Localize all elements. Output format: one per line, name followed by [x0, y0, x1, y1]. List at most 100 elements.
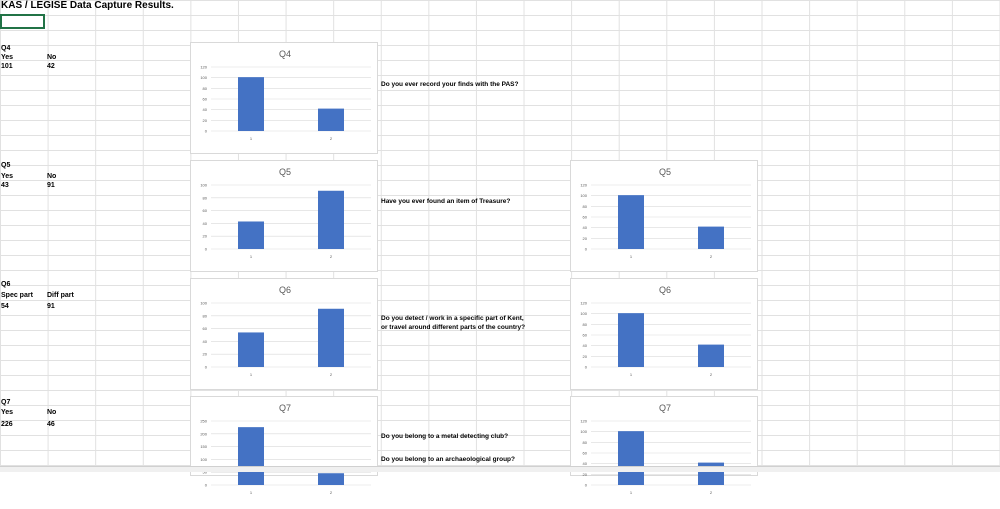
chart-q4-svg: Q4 0 20 40 60 80 100 120 1 2 — [200, 49, 371, 141]
bar — [318, 108, 344, 131]
q4-no-value[interactable]: 42 — [47, 63, 55, 70]
x-tick-label: 2 — [710, 372, 713, 377]
y-tick-label: 0 — [585, 247, 588, 252]
q7-question-arch[interactable]: Do you belong to an archaeological group… — [381, 455, 515, 464]
y-tick-label: 100 — [200, 301, 207, 306]
x-tick-label: 1 — [630, 490, 633, 495]
bar — [238, 221, 264, 249]
chart-q5[interactable]: Q5 0 20 40 60 80 100 1 2 — [190, 160, 378, 272]
bar — [618, 431, 644, 485]
x-tick-label: 2 — [330, 372, 333, 377]
y-tick-label: 0 — [205, 247, 208, 252]
sheet-title[interactable]: KAS / LEGISE Data Capture Results. — [1, 0, 174, 11]
q6-spec-header[interactable]: Spec part — [1, 292, 33, 299]
chart-q6-right-svg: Q6 0 20 40 60 80 100 120 1 2 — [580, 285, 751, 377]
q4-yes-value[interactable]: 101 — [1, 63, 13, 70]
bar — [618, 313, 644, 367]
q7-question-line: Do you belong to an archaeological group… — [381, 456, 515, 463]
y-tick-label: 20 — [583, 354, 588, 359]
chart-q5-right[interactable]: Q5 0 20 40 60 80 100 120 1 2 — [570, 160, 758, 272]
q5-label[interactable]: Q5 — [1, 162, 11, 169]
q4-no-header[interactable]: No — [47, 54, 57, 61]
y-tick-label: 100 — [200, 75, 207, 80]
q7-question-club[interactable]: Do you belong to a metal detecting club? — [381, 432, 508, 441]
y-tick-label: 0 — [585, 365, 588, 370]
q6-diff-value[interactable]: 91 — [47, 303, 55, 310]
y-tick-label: 80 — [203, 195, 208, 200]
selected-cell[interactable] — [0, 14, 45, 29]
chart-q6[interactable]: Q6 0 20 40 60 80 100 1 2 — [190, 278, 378, 390]
y-tick-label: 80 — [583, 204, 588, 209]
y-tick-label: 120 — [580, 183, 587, 188]
chart-q5-right-svg: Q5 0 20 40 60 80 100 120 1 2 — [580, 167, 751, 259]
x-tick-label: 1 — [250, 136, 253, 141]
horizontal-scrollbar[interactable] — [0, 466, 1000, 472]
y-tick-label: 100 — [200, 457, 207, 462]
y-tick-label: 80 — [583, 322, 588, 327]
q7-label[interactable]: Q7 — [1, 399, 11, 406]
y-tick-label: 40 — [583, 461, 588, 466]
chart-q6-right[interactable]: Q6 0 20 40 60 80 100 120 1 2 — [570, 278, 758, 390]
y-tick-label: 150 — [200, 444, 207, 449]
x-tick-label: 1 — [250, 254, 253, 259]
q4-label[interactable]: Q4 — [1, 45, 11, 52]
y-tick-label: 250 — [200, 419, 207, 424]
y-tick-label: 40 — [583, 343, 588, 348]
bar — [238, 77, 264, 131]
q6-question[interactable]: Do you detect / work in a specific part … — [381, 314, 525, 332]
q5-question[interactable]: Have you ever found an item of Treasure? — [381, 197, 510, 206]
q7-question-line: Do you belong to a metal detecting club? — [381, 433, 509, 440]
q7-no-value[interactable]: 46 — [47, 421, 55, 428]
q7-yes-value[interactable]: 226 — [1, 421, 13, 428]
x-tick-label: 2 — [710, 254, 713, 259]
q5-yes-header[interactable]: Yes — [1, 173, 14, 180]
y-tick-label: 120 — [580, 301, 587, 306]
q4-question[interactable]: Do you ever record your finds with the P… — [381, 80, 518, 89]
q6-question-line: or travel around different parts of the … — [381, 324, 526, 331]
bar — [318, 308, 344, 367]
chart-q7[interactable]: Q7 0 50 100 150 200 250 1 2 — [190, 396, 378, 495]
y-tick-label: 200 — [200, 431, 207, 436]
bar — [318, 473, 344, 485]
y-tick-label: 60 — [583, 333, 588, 338]
y-tick-label: 60 — [203, 208, 208, 213]
x-tick-label: 2 — [330, 136, 333, 141]
bar — [698, 226, 724, 249]
q5-no-header[interactable]: No — [47, 173, 57, 180]
chart-title: Q5 — [279, 167, 291, 177]
q7-no-header[interactable]: No — [47, 409, 57, 416]
chart-q7-right-svg: Q7 0 20 40 60 80 100 120 1 2 — [580, 403, 751, 495]
chart-title: Q7 — [659, 403, 671, 413]
q5-question-line: Have you ever found an item of Treasure? — [381, 198, 511, 205]
q6-diff-header[interactable]: Diff part — [47, 292, 74, 299]
q5-yes-value[interactable]: 43 — [1, 182, 9, 189]
chart-title: Q7 — [279, 403, 291, 413]
q6-spec-value[interactable]: 54 — [1, 303, 9, 310]
y-tick-label: 0 — [205, 483, 208, 488]
spreadsheet-grid[interactable]: KAS / LEGISE Data Capture Results. Q4 Ye… — [0, 0, 1000, 495]
x-tick-label: 1 — [250, 372, 253, 377]
y-tick-label: 20 — [583, 236, 588, 241]
q6-label[interactable]: Q6 — [1, 281, 11, 288]
q4-yes-header[interactable]: Yes — [1, 54, 14, 61]
q7-yes-header[interactable]: Yes — [1, 409, 14, 416]
bar — [238, 332, 264, 367]
y-tick-label: 0 — [205, 365, 208, 370]
q5-no-value[interactable]: 91 — [47, 182, 55, 189]
q4-question-line: Do you ever record your finds with the P… — [381, 81, 519, 88]
chart-q4[interactable]: Q4 0 20 40 60 80 100 120 1 2 — [190, 42, 378, 154]
y-tick-label: 40 — [203, 107, 208, 112]
y-tick-label: 80 — [583, 440, 588, 445]
chart-q7-right[interactable]: Q7 0 20 40 60 80 100 120 1 2 — [570, 396, 758, 495]
y-tick-label: 60 — [203, 97, 208, 102]
bar — [318, 190, 344, 249]
y-tick-label: 80 — [203, 313, 208, 318]
x-tick-label: 2 — [330, 254, 333, 259]
y-tick-label: 20 — [583, 472, 588, 477]
chart-title: Q6 — [279, 285, 291, 295]
y-tick-label: 40 — [203, 339, 208, 344]
y-tick-label: 60 — [583, 215, 588, 220]
chart-title: Q4 — [279, 49, 291, 59]
bar — [238, 427, 264, 485]
